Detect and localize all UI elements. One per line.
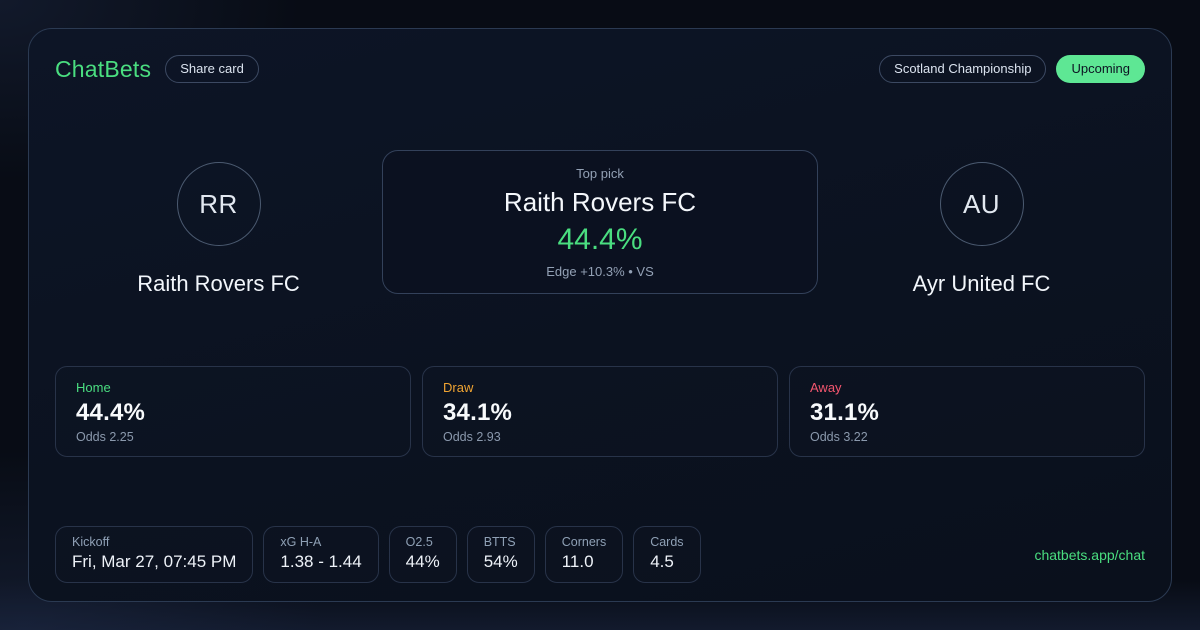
share-card-button[interactable]: Share card: [165, 55, 259, 83]
draw-odds: Odds 2.93: [443, 430, 501, 444]
home-probability-card: Home 44.4% Odds 2.25: [55, 366, 411, 457]
top-pick-label: Top pick: [576, 165, 624, 181]
brand-logo: ChatBets: [55, 55, 152, 82]
stats-row: Kickoff Fri, Mar 27, 07:45 PM xG H-A 1.3…: [55, 526, 1145, 583]
btts-chip: BTTS 54%: [466, 526, 535, 583]
draw-probability-label: Draw: [443, 380, 474, 395]
over25-chip: O2.5 44%: [388, 526, 457, 583]
kickoff-chip: Kickoff Fri, Mar 27, 07:45 PM: [55, 526, 254, 583]
away-odds: Odds 3.22: [810, 430, 868, 444]
home-odds: Odds 2.25: [76, 430, 134, 444]
away-probability-label: Away: [810, 380, 842, 395]
corners-chip: Corners 11.0: [544, 526, 624, 583]
away-team-initials: AU: [962, 188, 1001, 219]
home-team-name: Raith Rovers FC: [137, 271, 300, 296]
kickoff-value: Fri, Mar 27, 07:45 PM: [72, 552, 237, 571]
home-probability-label: Home: [76, 380, 111, 395]
probability-row: Home 44.4% Odds 2.25 Draw 34.1% Odds 2.9…: [55, 366, 1145, 457]
away-probability-value: 31.1%: [810, 398, 880, 426]
league-badge: Scotland Championship: [879, 55, 1047, 83]
chatbets-link[interactable]: chatbets.app/chat: [1034, 546, 1145, 563]
btts-value: 54%: [483, 552, 518, 571]
xg-chip: xG H-A 1.38 - 1.44: [263, 526, 379, 583]
cards-value: 4.5: [650, 552, 674, 571]
home-team-block: RR Raith Rovers FC: [55, 150, 382, 297]
corners-label: Corners: [561, 535, 607, 549]
cards-chip: Cards 4.5: [633, 526, 701, 583]
card-header: ChatBets Share card Scotland Championshi…: [55, 55, 1145, 83]
away-team-block: AU Ayr United FC: [818, 150, 1145, 297]
over25-label: O2.5: [405, 535, 433, 549]
corners-value: 11.0: [561, 552, 594, 571]
match-section: RR Raith Rovers FC Top pick Raith Rovers…: [55, 150, 1145, 297]
header-right: Scotland Championship Upcoming: [879, 55, 1145, 83]
top-pick-probability: 44.4%: [557, 222, 643, 256]
over25-value: 44%: [405, 552, 440, 571]
match-share-card: ChatBets Share card Scotland Championshi…: [28, 28, 1172, 602]
away-team-name: Ayr United FC: [912, 271, 1051, 296]
cards-label: Cards: [650, 535, 684, 549]
draw-probability-card: Draw 34.1% Odds 2.93: [422, 366, 778, 457]
home-probability-value: 44.4%: [76, 398, 146, 426]
away-team-avatar: AU: [939, 162, 1024, 246]
away-probability-card: Away 31.1% Odds 3.22: [789, 366, 1145, 457]
draw-probability-value: 34.1%: [443, 398, 513, 426]
home-team-initials: RR: [199, 188, 238, 219]
top-pick-team: Raith Rovers FC: [503, 186, 697, 217]
top-pick-card: Top pick Raith Rovers FC 44.4% Edge +10.…: [382, 150, 818, 294]
xg-value: 1.38 - 1.44: [280, 552, 362, 571]
status-badge: Upcoming: [1056, 55, 1145, 83]
kickoff-label: Kickoff: [72, 535, 110, 549]
top-pick-edge: Edge +10.3% • VS: [546, 263, 654, 279]
home-team-avatar: RR: [176, 162, 261, 246]
btts-label: BTTS: [483, 535, 516, 549]
xg-label: xG H-A: [280, 535, 322, 549]
